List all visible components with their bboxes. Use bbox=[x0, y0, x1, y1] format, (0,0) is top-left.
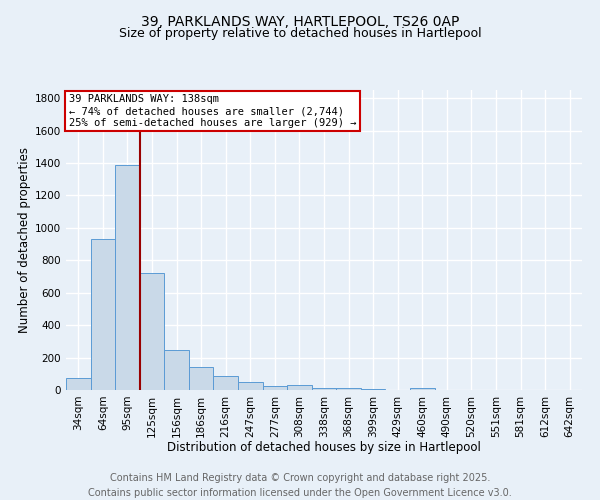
Bar bbox=[91, 239, 115, 390]
Bar bbox=[189, 368, 214, 390]
Bar bbox=[312, 388, 336, 390]
Bar bbox=[361, 389, 385, 390]
Text: 39 PARKLANDS WAY: 138sqm
← 74% of detached houses are smaller (2,744)
25% of sem: 39 PARKLANDS WAY: 138sqm ← 74% of detach… bbox=[68, 94, 356, 128]
Text: Size of property relative to detached houses in Hartlepool: Size of property relative to detached ho… bbox=[119, 28, 481, 40]
Text: 39, PARKLANDS WAY, HARTLEPOOL, TS26 0AP: 39, PARKLANDS WAY, HARTLEPOOL, TS26 0AP bbox=[141, 15, 459, 29]
Bar bbox=[214, 376, 238, 390]
Bar bbox=[164, 350, 189, 390]
Bar bbox=[410, 388, 434, 390]
Bar bbox=[140, 273, 164, 390]
Bar bbox=[115, 164, 140, 390]
Bar bbox=[336, 388, 361, 390]
Y-axis label: Number of detached properties: Number of detached properties bbox=[18, 147, 31, 333]
X-axis label: Distribution of detached houses by size in Hartlepool: Distribution of detached houses by size … bbox=[167, 441, 481, 454]
Bar bbox=[66, 378, 91, 390]
Bar bbox=[287, 385, 312, 390]
Text: Contains HM Land Registry data © Crown copyright and database right 2025.
Contai: Contains HM Land Registry data © Crown c… bbox=[88, 472, 512, 498]
Bar bbox=[263, 386, 287, 390]
Bar bbox=[238, 382, 263, 390]
